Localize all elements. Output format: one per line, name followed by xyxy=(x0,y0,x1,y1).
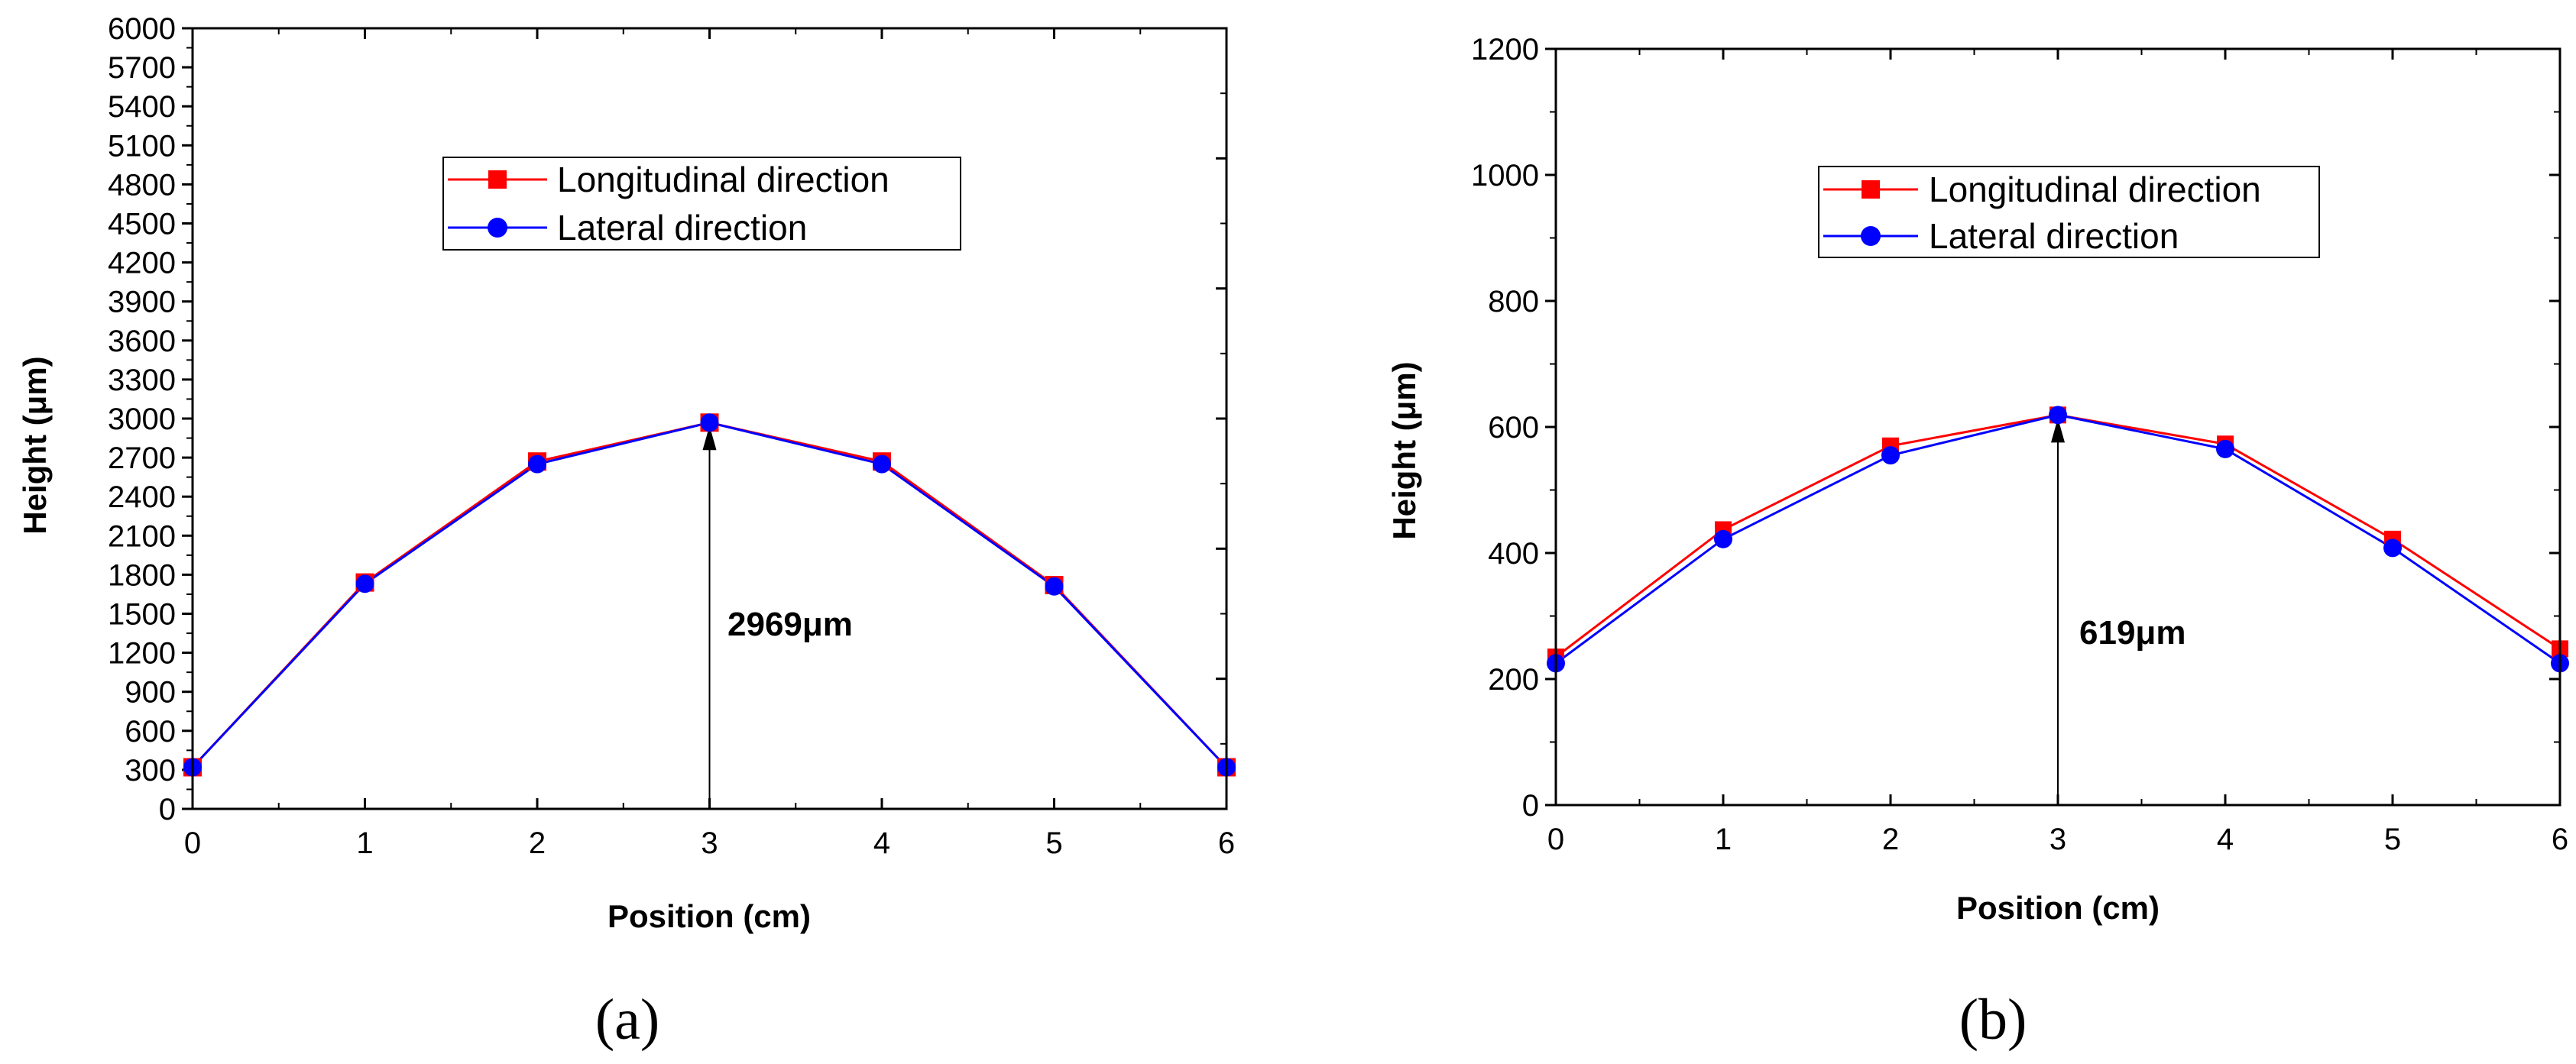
data-point-lateral xyxy=(2216,439,2234,458)
plot-frame xyxy=(1554,47,2561,807)
panel-label-b: (b) xyxy=(1959,988,2027,1052)
legend: Longitudinal direction Lateral direction xyxy=(442,157,961,251)
x-tick-label: 2 xyxy=(529,826,546,860)
x-tick-label: 4 xyxy=(873,826,890,860)
legend-marker-circle xyxy=(1861,226,1881,246)
y-tick-label: 300 xyxy=(125,754,176,787)
data-point-lateral xyxy=(873,454,891,474)
y-tick-label: 3600 xyxy=(108,325,176,358)
y-axis-ticks: 0 300 600 900 1200 1500 1800 2100 2400 2700 3000 33… xyxy=(108,12,1226,826)
y-tick-label: 1800 xyxy=(108,558,176,592)
annotation-arrow-head xyxy=(702,425,717,451)
data-point-lateral xyxy=(700,413,719,432)
y-tick-label: 0 xyxy=(159,793,176,826)
y-tick-label: 900 xyxy=(125,676,176,710)
legend-label-lateral: Lateral direction xyxy=(557,208,807,247)
x-tick-label: 3 xyxy=(701,826,718,860)
y-axis-title: Height (μm) xyxy=(1386,361,1422,539)
legend: Longitudinal direction Lateral direction xyxy=(1818,166,2320,258)
x-tick-label: 6 xyxy=(1218,826,1235,860)
annotation-label: 2969μm xyxy=(727,606,853,643)
x-tick-label: 0 xyxy=(184,826,201,860)
y-tick-label: 5700 xyxy=(108,51,176,85)
data-point-lateral xyxy=(1881,446,1900,465)
x-tick-label: 5 xyxy=(1045,826,1062,860)
y-axis-ticks: 0 200 400 600 800 1000 1200 xyxy=(1471,33,2560,823)
x-axis-title: Position (cm) xyxy=(608,898,811,934)
data-point-lateral xyxy=(355,574,374,593)
y-tick-label: 2100 xyxy=(108,519,176,553)
data-point-lateral xyxy=(1714,529,1732,548)
y-tick-label: 3300 xyxy=(108,364,176,397)
y-tick-label: 4200 xyxy=(108,247,176,280)
y-tick-label: 6000 xyxy=(108,12,176,46)
annotation-arrow xyxy=(2051,418,2065,805)
data-point-lateral xyxy=(2383,538,2402,558)
x-axis-title: Position (cm) xyxy=(1956,890,2160,926)
y-tick-label: 3900 xyxy=(108,286,176,319)
x-tick-label: 4 xyxy=(2217,823,2234,856)
legend-label-longitudinal: Longitudinal direction xyxy=(1929,170,2261,209)
plot-frame xyxy=(191,27,1228,810)
y-tick-label: 800 xyxy=(1488,285,1539,319)
y-tick-label: 0 xyxy=(1522,789,1539,823)
legend-marker-square xyxy=(1862,180,1880,199)
data-point-lateral xyxy=(1045,577,1064,596)
y-tick-label: 2700 xyxy=(108,441,176,475)
y-tick-label: 5100 xyxy=(108,129,176,163)
x-tick-label: 1 xyxy=(1715,823,1732,856)
y-tick-label: 1200 xyxy=(108,637,176,671)
y-tick-label: 600 xyxy=(125,715,176,749)
legend-marker-square xyxy=(488,170,507,189)
x-tick-label: 6 xyxy=(2552,823,2568,856)
data-point-lateral xyxy=(2049,406,2067,425)
chart-panel-b: 0 200 400 600 800 1000 1200 0 1 2 3 4 5 6 619μm Posi… xyxy=(1386,33,2569,1052)
y-tick-label: 2400 xyxy=(108,480,176,514)
y-tick-label: 5400 xyxy=(108,90,176,124)
legend-label-longitudinal: Longitudinal direction xyxy=(557,160,889,199)
annotation-arrow-head xyxy=(2051,418,2065,443)
y-axis-title: Height (μm) xyxy=(17,356,53,534)
y-tick-label: 3000 xyxy=(108,403,176,436)
chart-panel-a: 0300600900120015001800210024002700300033… xyxy=(17,12,1236,1052)
x-axis-ticks: 0 1 2 3 4 5 6 xyxy=(184,28,1235,860)
y-tick-label: 4500 xyxy=(108,208,176,241)
x-tick-label: 3 xyxy=(2049,823,2066,856)
x-tick-label: 5 xyxy=(2384,823,2401,856)
annotation-label: 619μm xyxy=(2079,614,2186,652)
y-tick-label: 600 xyxy=(1488,411,1539,445)
y-tick-label: 1200 xyxy=(1471,33,1539,66)
y-tick-label: 1500 xyxy=(108,598,176,632)
y-tick-label: 4800 xyxy=(108,168,176,202)
legend-marker-circle xyxy=(488,218,507,238)
legend-label-lateral: Lateral direction xyxy=(1929,216,2179,256)
annotation-arrow xyxy=(702,425,717,809)
series-markers xyxy=(1547,406,2569,673)
y-tick-label: 400 xyxy=(1488,537,1539,571)
y-tick-label: 1000 xyxy=(1471,159,1539,192)
x-tick-label: 0 xyxy=(1547,823,1564,856)
panel-label-a: (a) xyxy=(595,988,659,1052)
data-point-lateral xyxy=(528,454,546,474)
legend-box xyxy=(442,157,961,251)
x-tick-label: 2 xyxy=(1882,823,1899,856)
x-tick-label: 1 xyxy=(356,826,373,860)
y-tick-label: 200 xyxy=(1488,663,1539,697)
legend-box xyxy=(1818,166,2320,258)
